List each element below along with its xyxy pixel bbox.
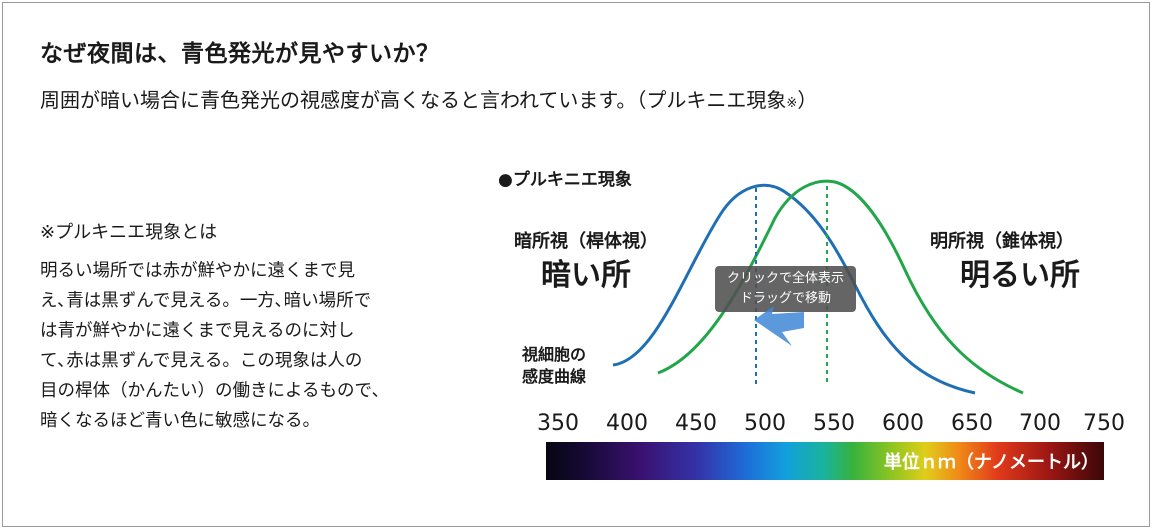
page-title: なぜ夜間は、青色発光が見やすいか？: [40, 41, 440, 67]
diagram-heading: ●プルキニエ現象: [498, 169, 632, 190]
drag-arrow-icon: [754, 306, 804, 346]
note-line: て､赤は黒ずんで見える。この現象は人の: [40, 351, 363, 371]
scotopic-big-label: 暗い所: [541, 258, 631, 293]
scotopic-sensitivity-curve: [612, 183, 976, 395]
note-line: 目の桿体（かんたい）の働きによるもので､: [40, 381, 381, 401]
subtitle-close: ）: [797, 88, 818, 112]
note-line: 暗くなるほど青い色に敏感になる。: [40, 411, 320, 431]
visible-spectrum-bar: [546, 442, 1104, 480]
viewer-hint-tooltip[interactable]: クリックで全体表示 ドラッグで移動: [715, 266, 856, 312]
wavelength-tick: 600: [882, 411, 924, 436]
curve-label-line2: 感度曲線: [522, 367, 586, 386]
wavelength-tick: 700: [1019, 411, 1061, 436]
wavelength-tick: 500: [744, 411, 786, 436]
scotopic-label: 暗所視（桿体視）: [514, 230, 658, 252]
wavelength-tick: 550: [813, 411, 855, 436]
subtitle-text: 周囲が暗い場合に青色発光の視感度が高くなると言われています。（プルキニエ現象: [40, 88, 787, 112]
wavelength-unit-label: 単位ｎｍ（ナノメートル）: [884, 451, 1099, 473]
purkinje-diagram: ●プルキニエ現象 暗所視（桿体視） 暗い所 明所視（錐体視） 明るい所 視細胞の…: [498, 169, 1125, 480]
tooltip-line-drag: ドラッグで移動: [739, 291, 831, 306]
subtitle-note-mark: ※: [786, 96, 798, 111]
photopic-big-label: 明るい所: [960, 258, 1080, 293]
note-line: は青が鮮やかに遠くまで見えるのに対し: [40, 321, 355, 341]
photopic-label: 明所視（錐体視）: [930, 230, 1074, 252]
wavelength-tick: 350: [537, 411, 579, 436]
note-line: 明るい場所では赤が鮮やかに遠くまで見: [40, 261, 355, 281]
note-line: え､青は黒ずんで見える。一方､暗い場所で: [40, 291, 372, 311]
wavelength-tick: 450: [675, 411, 717, 436]
note-title: ※プルキニエ現象とは: [40, 222, 218, 243]
curve-label-line1: 視細胞の: [521, 345, 586, 364]
wavelength-tick: 750: [1083, 411, 1125, 436]
wavelength-tick: 400: [606, 411, 648, 436]
wavelength-tick: 650: [951, 411, 993, 436]
note-body: 明るい場所では赤が鮮やかに遠くまで見 え､青は黒ずんで見える。一方､暗い場所で …: [40, 256, 472, 436]
page-subtitle: 周囲が暗い場合に青色発光の視感度が高くなると言われています。（プルキニエ現象※）: [40, 84, 817, 113]
tooltip-line-click: クリックで全体表示: [726, 271, 844, 286]
